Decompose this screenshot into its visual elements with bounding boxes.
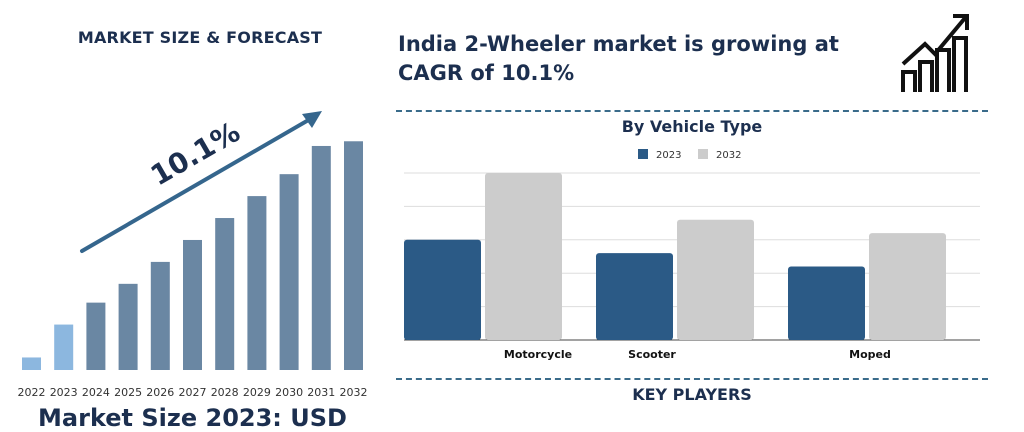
growth-chart-icon bbox=[901, 14, 969, 92]
cagr-label: 10.1% bbox=[145, 115, 246, 192]
market-size-footer: Market Size 2023: USD bbox=[38, 404, 347, 432]
key-players-title: KEY PLAYERS bbox=[632, 385, 752, 404]
bar-2026 bbox=[150, 261, 170, 370]
bar-2030 bbox=[279, 174, 299, 370]
x-tick-2024: 2024 bbox=[82, 386, 110, 399]
legend-label-2032: 2032 bbox=[716, 150, 741, 161]
market-size-title: MARKET SIZE & FORECAST bbox=[77, 28, 323, 47]
bar-2024 bbox=[86, 302, 106, 370]
bar-motorcycle-2023 bbox=[404, 239, 481, 340]
x-tick-2023: 2023 bbox=[50, 386, 78, 399]
market-forecast-chart: 2022 2023 2024 2025 2026 2027 2028 2029 2030 2031… bbox=[18, 111, 368, 399]
chart-legend: 2023 2032 bbox=[638, 149, 741, 161]
divider bbox=[396, 378, 988, 380]
bar-moped-2032 bbox=[869, 233, 946, 340]
legend-swatch-2023 bbox=[638, 149, 648, 159]
segment-chart-title: By Vehicle Type bbox=[621, 117, 763, 136]
headline: India 2-Wheeler market is growing at CAG… bbox=[398, 32, 839, 85]
x-tick-2032: 2032 bbox=[340, 386, 368, 399]
bar-2025 bbox=[118, 283, 138, 370]
bar-2028 bbox=[215, 218, 235, 370]
trend-arrow-icon bbox=[80, 111, 322, 253]
bar-motorcycle-2032 bbox=[485, 173, 562, 340]
bar-2031 bbox=[311, 145, 331, 370]
bar-2029 bbox=[247, 196, 267, 370]
x-tick-2025: 2025 bbox=[114, 386, 142, 399]
x-tick-2030: 2030 bbox=[275, 386, 303, 399]
legend-label-2023: 2023 bbox=[656, 150, 681, 161]
x-tick-2022: 2022 bbox=[18, 386, 46, 399]
vehicle-type-chart: 2023 2032 Motorcycle Scooter Moped bbox=[404, 149, 980, 361]
category-label-moped: Moped bbox=[849, 348, 891, 361]
legend-swatch-2032 bbox=[698, 149, 708, 159]
category-label-motorcycle: Motorcycle bbox=[504, 348, 572, 361]
bar-scooter-2023 bbox=[596, 253, 673, 340]
bar-scooter-2032 bbox=[677, 219, 754, 340]
x-tick-2026: 2026 bbox=[146, 386, 174, 399]
bar-2022 bbox=[22, 357, 41, 370]
category-label-scooter: Scooter bbox=[628, 348, 676, 361]
bar-moped-2023 bbox=[788, 266, 865, 340]
bar-2027 bbox=[183, 239, 202, 370]
x-tick-2031: 2031 bbox=[307, 386, 335, 399]
x-tick-2028: 2028 bbox=[211, 386, 239, 399]
bar-2032 bbox=[344, 141, 363, 370]
divider bbox=[396, 110, 988, 112]
x-tick-2029: 2029 bbox=[243, 386, 271, 399]
bar-2023 bbox=[54, 324, 74, 370]
x-tick-2027: 2027 bbox=[179, 386, 207, 399]
